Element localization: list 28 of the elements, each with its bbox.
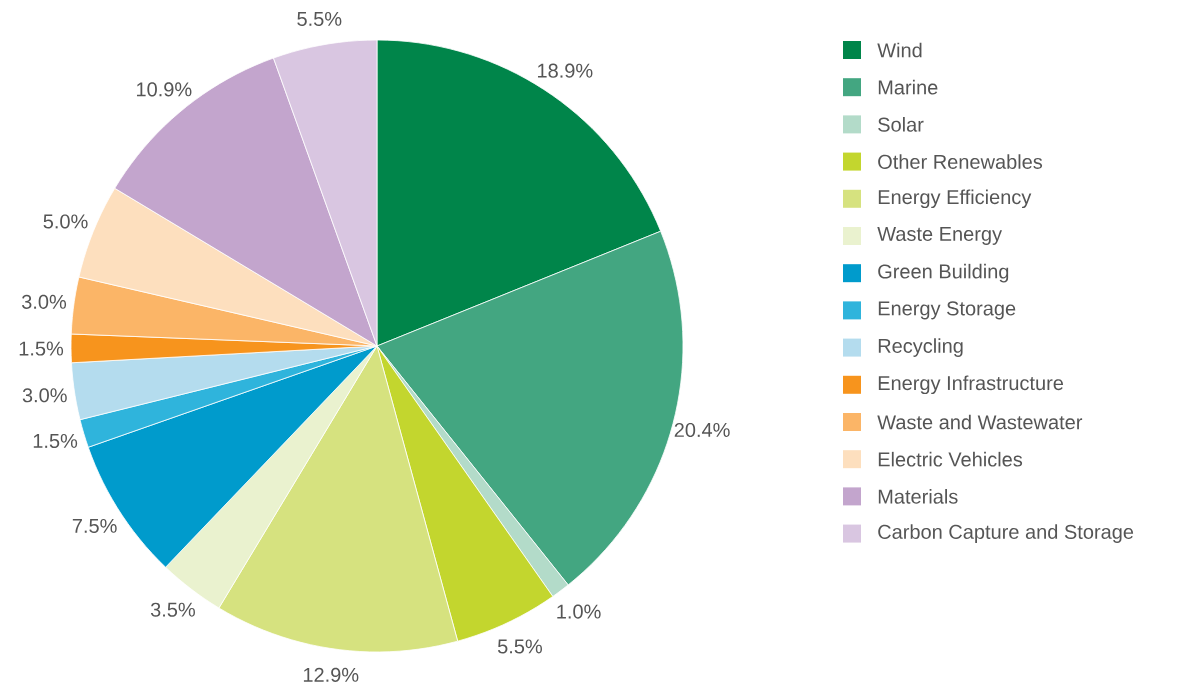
data-label: 3.0% (22, 388, 67, 403)
data-label: 1.5% (33, 433, 78, 449)
legend-label: Other Renewables (878, 154, 1043, 169)
legend-label: Energy Infrastructure (878, 375, 1064, 395)
legend-label: Waste Energy (877, 227, 1002, 245)
legend-label: Electric Vehicles (878, 451, 1023, 467)
data-label: 3.5% (150, 602, 195, 617)
data-label: 3.0% (21, 294, 67, 309)
data-label: 1.5% (19, 341, 64, 356)
legend-label: Energy Efficiency (878, 189, 1032, 209)
data-label: 5.0% (43, 214, 88, 229)
data-label: 5.5% (297, 11, 342, 26)
legend-label: Materials (878, 489, 958, 504)
data-label: 7.5% (72, 518, 117, 533)
data-label: 18.9% (537, 63, 593, 78)
legend-label: Solar (878, 117, 924, 132)
legend-label: Waste and Wastewater (877, 414, 1083, 430)
data-label: 20.4% (674, 422, 730, 438)
legend-label: Recycling (878, 338, 963, 357)
data-label: 12.9% (303, 667, 359, 682)
legend-label: Wind (877, 42, 922, 58)
data-label: 1.0% (557, 604, 601, 619)
data-label: 10.9% (136, 82, 192, 97)
legend-label: Green Building (878, 263, 1009, 283)
legend-label: Energy Storage (878, 301, 1016, 320)
legend-label: Carbon Capture and Storage (878, 524, 1134, 543)
data-label: 5.5% (497, 639, 543, 654)
legend-label: Marine (878, 79, 938, 95)
